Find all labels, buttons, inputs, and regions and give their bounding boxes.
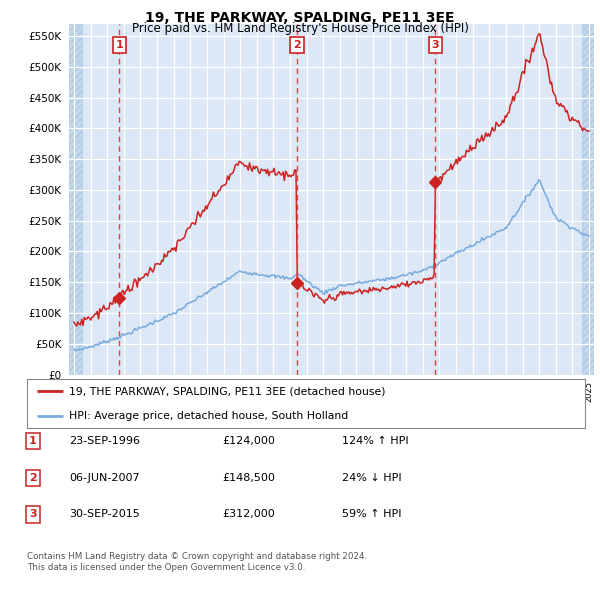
Text: £148,500: £148,500	[222, 473, 275, 483]
Text: 124% ↑ HPI: 124% ↑ HPI	[342, 437, 409, 446]
Text: 3: 3	[431, 40, 439, 50]
Text: 24% ↓ HPI: 24% ↓ HPI	[342, 473, 401, 483]
Text: 59% ↑ HPI: 59% ↑ HPI	[342, 510, 401, 519]
Bar	[69, 24, 82, 375]
Text: Price paid vs. HM Land Registry's House Price Index (HPI): Price paid vs. HM Land Registry's House …	[131, 22, 469, 35]
Text: 3: 3	[29, 510, 37, 519]
Text: 2: 2	[293, 40, 301, 50]
Text: 1: 1	[115, 40, 123, 50]
Text: £124,000: £124,000	[222, 437, 275, 446]
Text: 19, THE PARKWAY, SPALDING, PE11 3EE (detached house): 19, THE PARKWAY, SPALDING, PE11 3EE (det…	[69, 386, 385, 396]
Text: £312,000: £312,000	[222, 510, 275, 519]
Text: 06-JUN-2007: 06-JUN-2007	[69, 473, 140, 483]
Text: 2: 2	[29, 473, 37, 483]
Bar	[583, 24, 594, 375]
Text: 30-SEP-2015: 30-SEP-2015	[69, 510, 140, 519]
Text: 19, THE PARKWAY, SPALDING, PE11 3EE: 19, THE PARKWAY, SPALDING, PE11 3EE	[145, 11, 455, 25]
Text: 1: 1	[29, 437, 37, 446]
Text: HPI: Average price, detached house, South Holland: HPI: Average price, detached house, Sout…	[69, 411, 348, 421]
Text: 23-SEP-1996: 23-SEP-1996	[69, 437, 140, 446]
Text: Contains HM Land Registry data © Crown copyright and database right 2024.
This d: Contains HM Land Registry data © Crown c…	[27, 552, 367, 572]
